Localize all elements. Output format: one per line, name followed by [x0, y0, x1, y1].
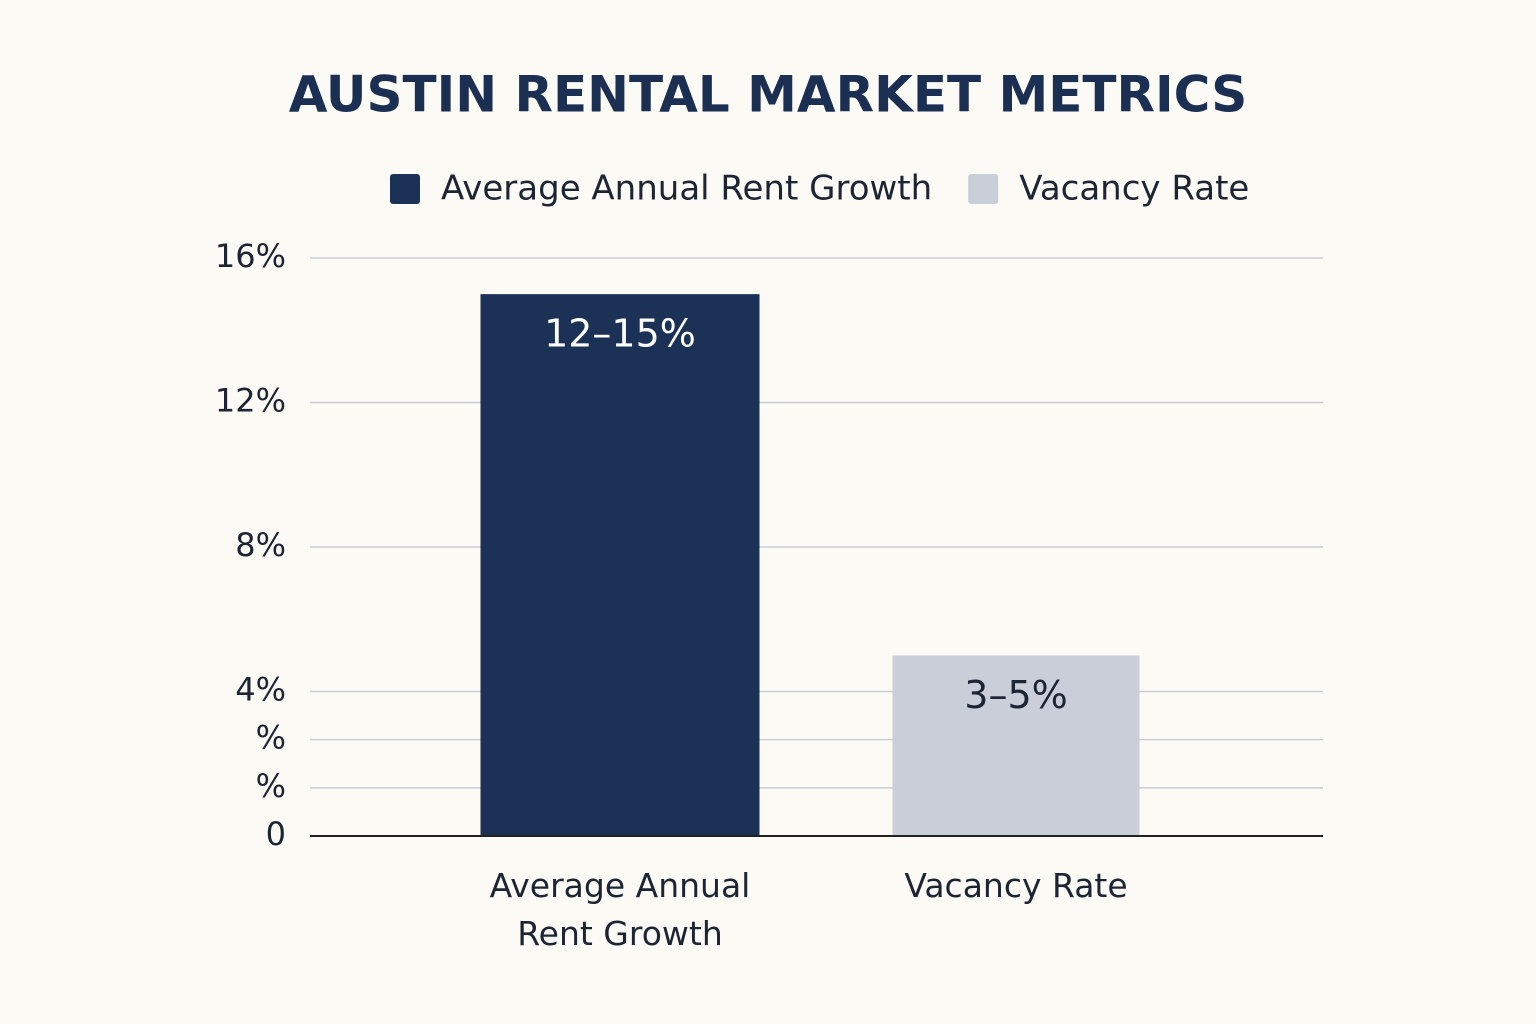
bar — [892, 655, 1140, 836]
y-tick-label: % — [256, 767, 286, 805]
x-tick-label: Vacancy Rate — [904, 866, 1128, 905]
bar — [480, 294, 760, 836]
legend-label: Average Annual Rent Growth — [441, 169, 932, 209]
bar-value-label: 3–5% — [964, 673, 1067, 717]
chart-title: AUSTIN RENTAL MARKET METRICS — [289, 66, 1248, 124]
legend: Average Annual Rent Growth Vacancy Rate — [390, 169, 1249, 209]
y-tick-label: 0 — [266, 815, 286, 853]
y-tick-label: 8% — [235, 526, 286, 564]
y-tick-label: 16% — [215, 237, 286, 275]
y-tick-label: 4% — [235, 671, 286, 709]
legend-swatch — [390, 174, 420, 204]
bar-value-label: 12–15% — [544, 312, 696, 356]
legend-label: Vacancy Rate — [1019, 169, 1249, 209]
x-tick-label: Average Annual Rent Growth — [489, 866, 751, 953]
y-tick-label: % — [256, 719, 286, 757]
legend-swatch — [968, 174, 999, 204]
y-tick-label: 12% — [215, 382, 286, 420]
